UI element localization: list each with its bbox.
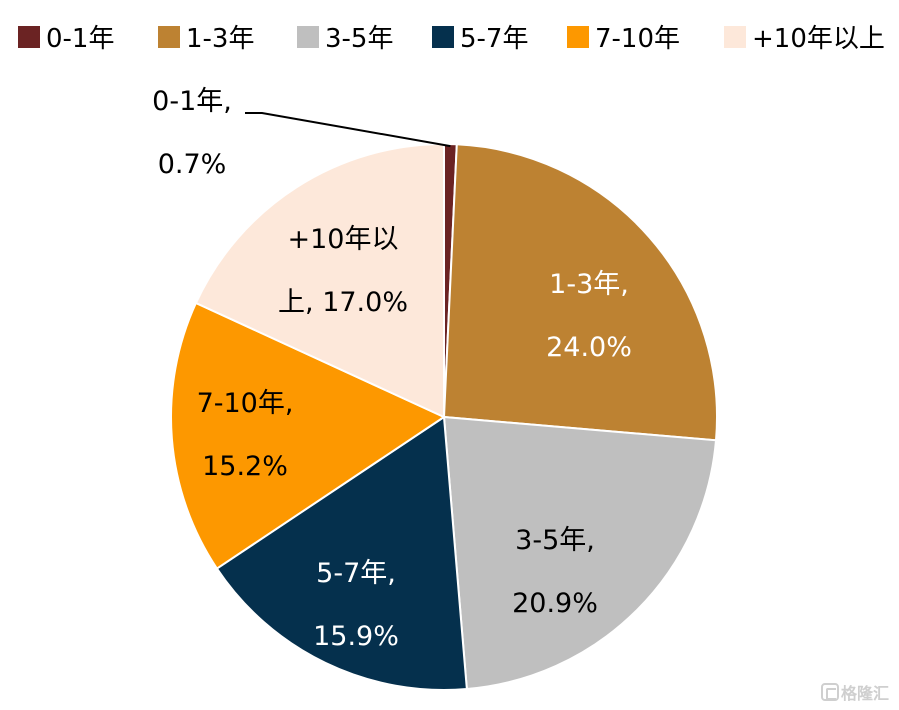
slice-3 bbox=[215, 415, 468, 691]
data-label-2-line-0: 3-5年, bbox=[515, 525, 595, 556]
legend-label-2: 3-5年 bbox=[325, 24, 393, 54]
legend-label-5: +10年以上 bbox=[752, 24, 885, 54]
slice-2 bbox=[442, 415, 718, 691]
data-label-3-line-1: 15.9% bbox=[313, 621, 399, 652]
data-label-5-line-1: 上, 17.0% bbox=[278, 287, 408, 318]
data-label-2-line-1: 20.9% bbox=[512, 588, 598, 619]
legend-label-4: 7-10年 bbox=[595, 24, 680, 54]
data-label-4-line-0: 7-10年, bbox=[197, 388, 294, 419]
legend-label-0: 0-1年 bbox=[46, 24, 114, 54]
leader-lines bbox=[245, 112, 451, 148]
leader-line-0 bbox=[245, 112, 451, 148]
legend: 0-1年 1-3年 3-5年 5-7年 7-10年 +10年以上 bbox=[18, 24, 885, 54]
data-labels: 0-1年, 0.7% 1-3年, 24.0% 3-5年, 20.9% 5-7年, 15.9% 7… bbox=[152, 86, 632, 652]
watermark: 格隆汇 bbox=[820, 680, 889, 704]
legend-swatch-3 bbox=[432, 26, 454, 48]
legend-swatch-4 bbox=[567, 26, 589, 48]
slice-5 bbox=[194, 142, 445, 419]
legend-swatch-1 bbox=[158, 26, 180, 48]
legend-swatch-0 bbox=[18, 26, 40, 48]
legend-swatch-5 bbox=[724, 26, 746, 48]
data-label-3-line-0: 5-7年, bbox=[316, 558, 396, 589]
watermark-logo-icon bbox=[820, 683, 839, 701]
data-label-0-line-0: 0-1年, bbox=[152, 86, 232, 117]
slice-4 bbox=[170, 301, 447, 570]
pie-slices bbox=[170, 142, 718, 691]
data-label-4-line-1: 15.2% bbox=[202, 451, 288, 482]
legend-label-1: 1-3年 bbox=[186, 24, 254, 54]
data-label-1-line-0: 1-3年, bbox=[549, 269, 629, 300]
data-label-1-line-1: 24.0% bbox=[546, 332, 632, 363]
data-label-5-line-0: +10年以 bbox=[288, 224, 399, 255]
legend-label-3: 5-7年 bbox=[460, 24, 528, 54]
slice-1 bbox=[442, 143, 718, 442]
data-label-0-line-1: 0.7% bbox=[158, 149, 227, 180]
watermark-text: 格隆汇 bbox=[840, 684, 889, 703]
legend-swatch-2 bbox=[297, 26, 319, 48]
